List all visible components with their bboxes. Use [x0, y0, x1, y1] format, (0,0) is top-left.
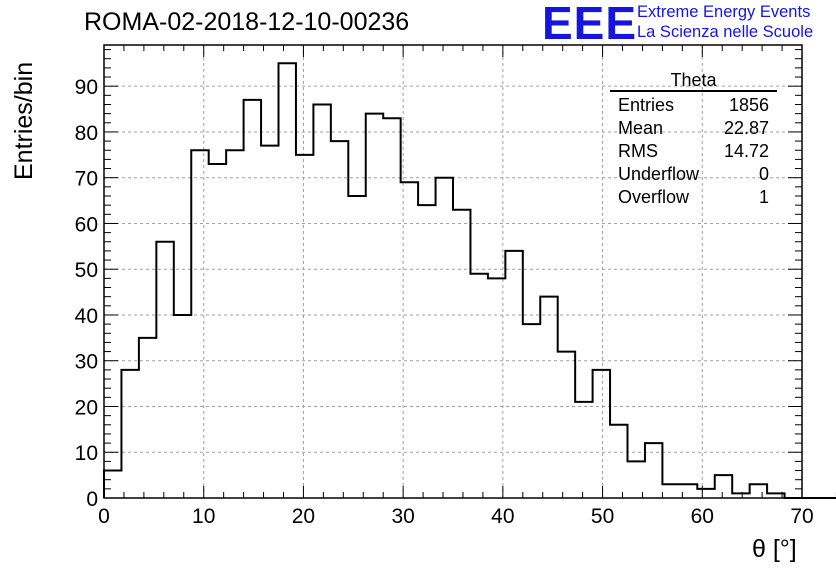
histogram-bin	[104, 471, 121, 498]
y-axis-title: Entries/bin	[10, 62, 38, 180]
x-tick-label: 50	[591, 505, 614, 528]
y-tick-label: 40	[75, 305, 98, 328]
stat-row-rms: RMS 14.72	[610, 140, 777, 163]
logo-caption-line2: La Scienza nelle Scuole	[637, 23, 814, 41]
x-tick-label: 70	[790, 505, 813, 528]
histogram-bin	[296, 155, 313, 498]
histogram-bin	[226, 150, 243, 498]
stat-name: Underflow	[618, 164, 700, 184]
histogram-step-line	[103, 62, 836, 499]
y-tick-label: 60	[75, 213, 98, 236]
histogram-bin	[593, 370, 610, 498]
histogram-bin	[156, 242, 173, 498]
histogram-bin	[750, 484, 767, 498]
stat-name: RMS	[618, 141, 658, 161]
stat-value: 1856	[728, 95, 769, 115]
histogram-bin	[436, 178, 453, 498]
histogram-bin	[610, 425, 627, 498]
y-tick-label: 50	[75, 259, 98, 282]
plot-frame	[103, 44, 803, 499]
y-tick-label: 0	[86, 488, 98, 511]
x-tick-label: 60	[691, 505, 714, 528]
histogram-bin	[575, 402, 592, 498]
histogram-bin	[331, 141, 348, 498]
histogram-bin	[261, 146, 278, 498]
histogram-bin	[645, 443, 662, 498]
x-axis-title: θ [°]	[752, 535, 797, 563]
stat-name: Mean	[618, 118, 664, 138]
histogram-bin	[366, 114, 383, 498]
y-tick-label: 70	[75, 168, 98, 191]
histogram-bin	[470, 274, 487, 498]
histogram-bin	[174, 315, 191, 498]
stat-row-mean: Mean 22.87	[610, 117, 777, 140]
stat-name: Entries	[618, 95, 675, 115]
logo-caption: Extreme Energy Events La Scienza nelle S…	[637, 2, 813, 42]
stat-row-entries: Entries 1856	[610, 94, 777, 117]
x-tick-label: 30	[391, 505, 414, 528]
histogram-bin	[313, 104, 330, 498]
histogram-bin	[488, 278, 505, 498]
histogram-bin	[505, 251, 522, 498]
x-tick-label: 0	[98, 505, 110, 528]
x-tick-label: 10	[192, 505, 215, 528]
x-tick-label: 20	[292, 505, 315, 528]
histogram-bin	[401, 182, 418, 498]
histogram-bin	[191, 150, 208, 498]
stats-title: Theta	[610, 70, 777, 92]
histogram-bin	[523, 324, 540, 498]
stat-value: 22.87	[723, 118, 769, 138]
run-title: ROMA-02-2018-12-10-00236	[84, 8, 410, 36]
histogram-bin	[121, 370, 138, 498]
histogram-bin	[558, 352, 575, 498]
histogram-bin	[139, 338, 156, 498]
y-tick-label: 90	[75, 76, 98, 99]
histogram-bin	[697, 489, 714, 498]
histogram-bin	[279, 63, 296, 498]
histogram-bin	[662, 484, 679, 498]
stats-box: Theta Entries 1856 Mean 22.87 RMS 14.72 …	[610, 70, 777, 209]
y-tick-label: 10	[75, 442, 98, 465]
x-tick-label: 40	[491, 505, 514, 528]
histogram-bin	[540, 297, 557, 498]
y-tick-label: 20	[75, 396, 98, 419]
histogram-bin	[348, 196, 365, 498]
stat-value: 0	[758, 164, 769, 184]
logo-caption-line1: Extreme Energy Events	[637, 3, 811, 21]
histogram-series	[103, 62, 836, 499]
stat-row-overflow: Overflow 1	[610, 186, 777, 209]
histogram-bin	[715, 475, 732, 498]
axes	[103, 44, 803, 499]
y-tick-label: 30	[75, 351, 98, 374]
histogram-bin	[244, 100, 261, 498]
histogram-bin	[453, 210, 470, 498]
y-tick-label: 80	[75, 122, 98, 145]
stat-name: Overflow	[618, 187, 690, 207]
eee-logo: EEE	[542, 0, 638, 49]
histogram-bin	[209, 164, 226, 498]
histogram-bin	[418, 205, 435, 498]
stat-value: 1	[758, 187, 769, 207]
stat-row-underflow: Underflow 0	[610, 163, 777, 186]
stat-value: 14.72	[723, 141, 769, 161]
histogram-bin	[383, 118, 400, 498]
